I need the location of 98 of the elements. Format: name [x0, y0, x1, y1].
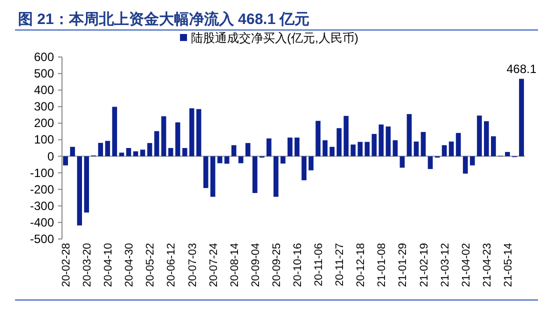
- y-tick-label: -100: [30, 166, 54, 180]
- bar: [358, 142, 363, 156]
- bar: [442, 145, 447, 156]
- y-tick-label: 300: [34, 100, 54, 114]
- x-tick-label: 20-12-18: [355, 243, 368, 288]
- x-tick-label: 21-01-08: [376, 243, 388, 288]
- bar: [344, 116, 349, 156]
- bar: [392, 140, 398, 156]
- bar: [280, 156, 286, 164]
- bar: [294, 138, 300, 156]
- y-tick-label: 200: [34, 116, 54, 130]
- bar: [336, 128, 342, 156]
- bar: [456, 132, 461, 156]
- bar: [224, 156, 230, 164]
- bar: [470, 156, 475, 166]
- bar: [322, 140, 328, 156]
- bar: [245, 143, 250, 156]
- y-tick-label: -400: [30, 215, 54, 230]
- bar: [302, 156, 306, 180]
- bar: [274, 156, 278, 197]
- bar: [484, 121, 489, 156]
- x-tick-label: 21-04-23: [481, 243, 494, 288]
- bar: [372, 134, 377, 156]
- bar: [364, 142, 370, 156]
- x-tick-label: 21-02-19: [418, 243, 430, 288]
- bar: [133, 151, 138, 156]
- x-tick-label: 21-03-12: [439, 243, 452, 288]
- y-tick-label: 500: [34, 66, 54, 81]
- bar: [119, 152, 124, 156]
- x-tick-label: 20-07-24: [208, 243, 220, 288]
- bar: [428, 156, 433, 170]
- bar: [386, 126, 391, 156]
- bar: [168, 148, 174, 156]
- bar: [406, 114, 412, 156]
- y-tick-label: 400: [34, 83, 54, 98]
- bar: [490, 136, 496, 156]
- bar: [105, 140, 110, 156]
- bar: [505, 152, 510, 156]
- bar: [77, 156, 82, 226]
- x-tick-label: 20-10-16: [292, 243, 304, 288]
- bar: [175, 122, 180, 156]
- bar: [316, 120, 321, 156]
- bar: [231, 145, 236, 156]
- bar: [140, 150, 146, 156]
- y-tick-label: 100: [34, 132, 54, 147]
- bar: [70, 146, 75, 156]
- bar: [126, 148, 132, 156]
- x-tick-label: 20-04-10: [102, 243, 115, 288]
- data-label: 468.1: [506, 62, 537, 76]
- bar: [161, 116, 166, 156]
- y-tick-label: -300: [30, 198, 54, 213]
- bar: [98, 142, 104, 156]
- bar: [266, 138, 272, 156]
- bar: [288, 138, 292, 156]
- x-tick-label: 20-11-06: [313, 243, 326, 286]
- bar: [84, 156, 90, 213]
- x-tick-label: 21-04-02: [460, 243, 472, 288]
- bar: [462, 156, 468, 174]
- bar: [330, 146, 335, 156]
- x-tick-label: 20-03-20: [82, 243, 94, 288]
- y-tick-label: -200: [30, 182, 54, 196]
- bar: [414, 142, 419, 156]
- x-tick-label: 20-09-25: [270, 243, 283, 288]
- x-tick-label: 20-06-12: [166, 243, 178, 288]
- x-tick-label: 21-05-14: [502, 243, 514, 288]
- bar: [252, 156, 258, 194]
- bar: [308, 156, 314, 170]
- bar: [350, 144, 356, 156]
- y-tick-label: 0: [47, 149, 54, 164]
- bar: [189, 108, 194, 156]
- x-tick-label: 20-04-30: [124, 243, 136, 288]
- y-tick-label: 600: [34, 50, 54, 64]
- y-tick-label: -500: [30, 232, 54, 246]
- x-tick-label: 20-11-27: [334, 243, 346, 286]
- x-tick-label: 20-02-28: [60, 243, 73, 288]
- bar: [147, 143, 152, 156]
- bar: [210, 156, 216, 197]
- bar: [112, 106, 118, 156]
- bar: [203, 156, 208, 188]
- x-tick-label: 20-07-03: [186, 243, 199, 288]
- legend-label: 陆股通成交净买入(亿元,人民币): [191, 31, 358, 45]
- x-tick-label: 20-05-22: [144, 243, 157, 288]
- bar: [154, 131, 160, 156]
- bar: [182, 148, 188, 156]
- chart-title: 图 21：本周北上资金大幅净流入 468.1 亿元: [18, 10, 310, 28]
- x-tick-label: 20-09-04: [250, 243, 262, 288]
- bar: [448, 142, 454, 156]
- bar: [476, 116, 482, 156]
- bar: [217, 156, 222, 164]
- plot: -500 -400 -300 -200 -100 0 100 200 300 400 500 600 468.1 20-02-28 20-03-20 20-04-10 20-04-30 20-05-22 20-06-12 20-07-03 20-07-24 20-08-14 20-09-04 20-09-25 20-10-16 20-11-06 20-11-27 20-12-18 21-01-08 21-01-29 21-02-19 21-03-12 21-04-02 21-04-23 21-05-14 陆股通成交净买入(亿元,人民币): [30, 31, 536, 288]
- bar: [196, 109, 202, 156]
- x-tick-label: 20-08-14: [228, 243, 241, 288]
- bar: [519, 78, 524, 156]
- x-tick-label: 21-01-29: [397, 243, 410, 288]
- bar: [378, 124, 384, 156]
- bar: [63, 156, 68, 166]
- bar: [420, 132, 426, 156]
- bar: [238, 156, 244, 164]
